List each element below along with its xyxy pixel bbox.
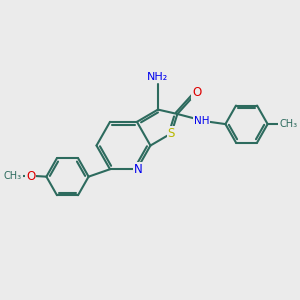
Text: O: O (26, 169, 35, 183)
Text: NH: NH (194, 116, 209, 126)
Text: CH₃: CH₃ (279, 119, 297, 129)
Text: N: N (134, 163, 142, 176)
Text: O: O (192, 86, 202, 99)
Text: NH₂: NH₂ (147, 72, 169, 82)
Text: S: S (168, 127, 175, 140)
Text: CH₃: CH₃ (4, 171, 22, 181)
